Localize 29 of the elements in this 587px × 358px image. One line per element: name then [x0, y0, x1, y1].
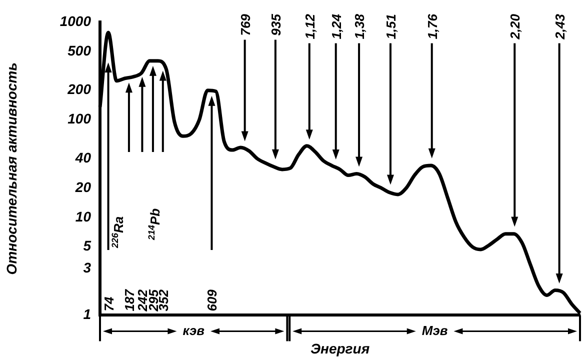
y-tick-label: 3: [83, 259, 92, 276]
text: Мэв: [422, 322, 448, 338]
annotation: 1,12: [302, 13, 318, 40]
y-axis-title: Относительная активность: [3, 62, 20, 275]
annotation: 769: [238, 13, 253, 36]
y-tick-label: 5: [83, 238, 92, 254]
annotation: 242: [135, 288, 150, 312]
y-tick-label: 1: [83, 306, 92, 322]
annotation: 1,24: [328, 13, 344, 40]
annotation: 609: [204, 288, 220, 312]
annotation: 1,51: [383, 14, 398, 40]
annotation: 187: [122, 288, 137, 312]
text: кэв: [182, 322, 205, 338]
annotation: 935: [268, 13, 284, 36]
y-tick-label: 1000: [60, 12, 92, 29]
annotation: 1,76: [424, 13, 440, 40]
annotation: 2,20: [508, 13, 523, 40]
annotation: 1,38: [352, 13, 368, 40]
annotation: 2,43: [552, 13, 568, 40]
annotation: 226Ra: [110, 216, 126, 249]
annotation: 74: [101, 296, 116, 312]
y-tick-label: 500: [68, 42, 92, 58]
y-tick-label: 40: [74, 149, 92, 166]
y-tick-label: 100: [68, 110, 92, 127]
annotation: 214Pb: [146, 208, 163, 241]
y-tick-label: 20: [74, 178, 92, 195]
y-tick-label: 200: [66, 81, 92, 98]
x-axis-title: Энергия: [310, 340, 370, 356]
y-tick-label: 10: [75, 208, 92, 224]
